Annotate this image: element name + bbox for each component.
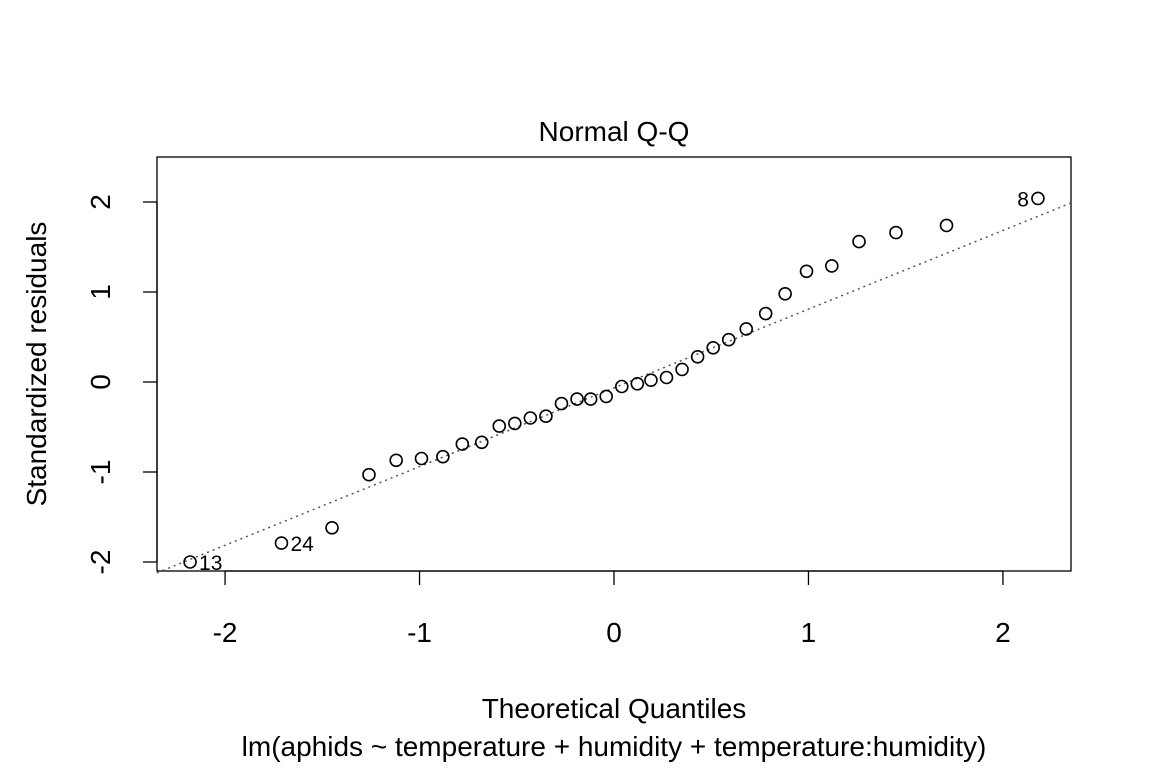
data-point: [644, 373, 658, 388]
points-layer: [183, 191, 1045, 569]
data-point: [436, 449, 450, 464]
x-tick-label: 2: [995, 617, 1011, 648]
data-point: [659, 370, 674, 385]
plot-frame: [156, 156, 1072, 572]
point-labels-layer: 13 24 8: [199, 188, 1029, 575]
data-point: [706, 340, 720, 355]
x-tick-label: -2: [213, 617, 238, 648]
data-point: [721, 332, 736, 347]
data-point: [583, 392, 598, 406]
data-point: [799, 264, 814, 279]
data-point: [570, 392, 584, 406]
y-axis: -2 -1 0 1 2: [85, 194, 158, 575]
data-point: [690, 349, 705, 364]
chart-caption: lm(aphids ~ temperature + humidity + tem…: [242, 731, 987, 762]
data-point: [183, 555, 197, 569]
data-point: [739, 322, 754, 336]
y-tick-label: -2: [85, 550, 116, 575]
data-point: [362, 467, 376, 482]
y-tick-label: 0: [85, 374, 116, 390]
data-point: [554, 396, 569, 411]
data-point: [389, 453, 403, 468]
data-point: [675, 362, 689, 377]
data-point: [539, 409, 553, 424]
x-tick-label: 1: [801, 617, 817, 648]
y-tick-label: -1: [85, 460, 116, 485]
data-point: [455, 437, 470, 451]
reference-line: [156, 202, 1072, 574]
point-label: 24: [290, 533, 314, 556]
data-point: [414, 451, 429, 466]
chart-title: Normal Q-Q: [539, 116, 690, 147]
x-axis: -2 -1 0 1 2: [213, 570, 1011, 648]
y-tick-label: 1: [85, 284, 116, 300]
point-label: 8: [1017, 188, 1029, 211]
reference-line-layer: [156, 202, 1072, 574]
data-point: [825, 259, 839, 273]
data-point: [274, 536, 289, 550]
data-point: [1031, 191, 1045, 206]
y-tick-label: 2: [85, 194, 116, 210]
data-point: [492, 419, 507, 433]
data-point: [852, 234, 866, 249]
x-tick-label: 0: [606, 617, 622, 648]
data-point: [523, 411, 538, 425]
point-label: 13: [199, 552, 222, 575]
data-point: [939, 218, 954, 233]
x-axis-label: Theoretical Quantiles: [482, 693, 747, 724]
data-point: [758, 306, 773, 321]
data-point: [599, 389, 614, 404]
data-point: [508, 416, 522, 431]
data-point: [325, 520, 339, 535]
data-point: [474, 435, 489, 450]
x-tick-label: -1: [407, 617, 432, 648]
data-point: [778, 286, 792, 301]
data-point: [630, 376, 645, 391]
y-axis-label: Standardized residuals: [21, 222, 52, 507]
data-point: [614, 379, 629, 394]
data-point: [889, 225, 903, 240]
